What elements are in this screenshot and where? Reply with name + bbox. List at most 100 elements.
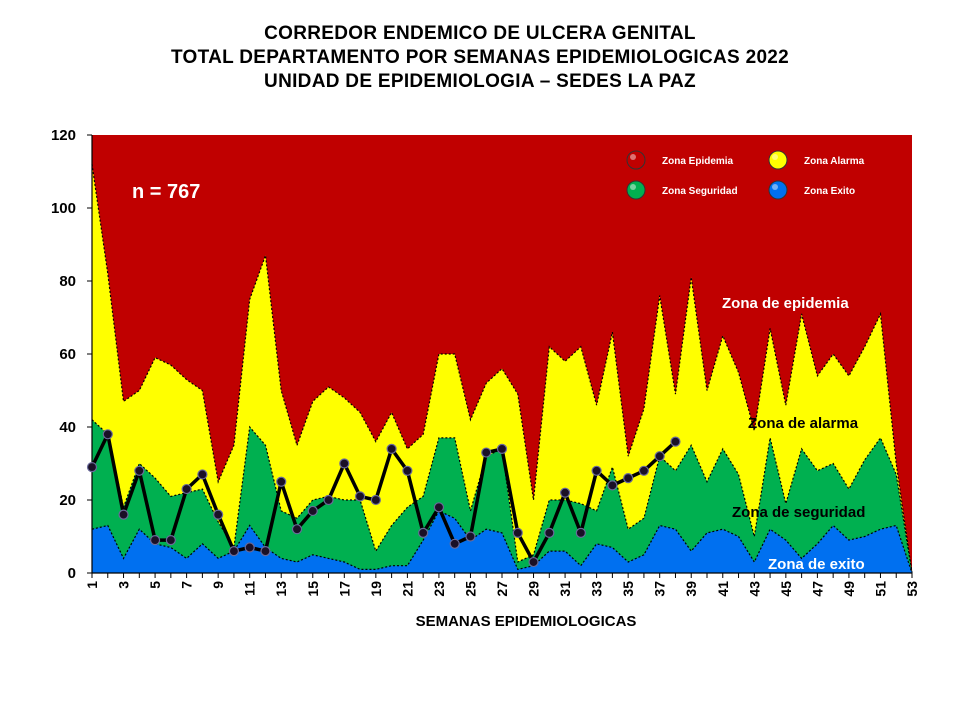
title-line-1: CORREDOR ENDEMICO DE ULCERA GENITAL (264, 23, 696, 44)
x-tick-label: 37 (652, 581, 668, 597)
cases-point (481, 447, 492, 458)
zone-alarma-area-edge (91, 164, 913, 574)
y-tick-label: 40 (59, 419, 76, 436)
cases-point (575, 527, 586, 538)
cases-point (213, 509, 224, 520)
x-tick-label: 29 (526, 581, 542, 597)
cases-point (86, 462, 98, 473)
x-tick-label: 19 (368, 581, 384, 597)
cases-point (134, 465, 145, 476)
x-tick-label: 13 (273, 581, 289, 597)
zone-alarma-area (92, 164, 912, 573)
title-line-3: UNIDAD DE EPIDEMIOLOGIA – SEDES LA PAZ (264, 71, 696, 92)
cases-point (165, 535, 176, 546)
y-tick-label: 80 (59, 273, 76, 290)
y-tick-label: 120 (51, 127, 76, 144)
cases-point (291, 524, 303, 535)
zone-label-epidemia: Zona de epidemia (722, 295, 849, 312)
cases-point (102, 429, 113, 440)
title-line-2: TOTAL DEPARTAMENTO POR SEMANAS EPIDEMIOL… (170, 47, 790, 68)
cases-point (623, 473, 634, 484)
cases-point (307, 505, 318, 517)
x-tick-label: 45 (778, 581, 794, 597)
cases-point (197, 469, 208, 480)
cases-point (354, 491, 366, 502)
legend-marker (626, 150, 646, 170)
x-tick-label: 17 (336, 581, 352, 597)
x-tick-label: 5 (147, 581, 163, 589)
x-axis-title: SEMANAS EPIDEMIOLOGICAS (416, 613, 637, 630)
sample-size-label: n = 767 (132, 181, 200, 203)
legend-label: Zona Seguridad (662, 186, 738, 197)
cases-point (418, 527, 429, 538)
x-tick-label: 39 (683, 581, 699, 597)
x-tick-label: 47 (809, 581, 825, 597)
legend-marker (626, 180, 646, 200)
cases-point (402, 465, 413, 476)
x-tick-label: 25 (462, 581, 478, 597)
cases-point (339, 458, 350, 469)
x-tick-label: 11 (242, 581, 258, 596)
legend-marker-highlight (630, 184, 636, 190)
cases-point (449, 538, 460, 549)
zone-label-exito: Zona de exito (768, 556, 865, 573)
cases-point (528, 556, 539, 568)
y-tick-label: 100 (51, 200, 76, 217)
cases-point (276, 476, 287, 487)
cases-point (370, 494, 381, 506)
x-tick-label: 51 (872, 581, 888, 597)
x-tick-label: 7 (179, 581, 195, 589)
x-tick-label: 53 (904, 581, 920, 597)
cases-point (181, 483, 192, 495)
y-tick-label: 60 (59, 346, 76, 363)
cases-point (607, 480, 618, 491)
cases-point (228, 545, 240, 557)
x-tick-label: 43 (746, 581, 762, 597)
cases-point (654, 451, 665, 462)
legend-label: Zona Epidemia (662, 156, 734, 167)
cases-point (149, 535, 161, 546)
legend-label: Zona Exito (804, 186, 855, 197)
x-tick-label: 23 (431, 581, 447, 597)
x-tick-label: 9 (210, 581, 226, 589)
legend-marker-highlight (772, 184, 778, 190)
x-tick-label: 49 (841, 581, 857, 597)
zone-label-seguridad: Zona de seguridad (732, 504, 865, 521)
legend-label: Zona Alarma (804, 156, 865, 167)
cases-point (433, 502, 445, 513)
cases-point (559, 487, 571, 498)
cases-point (386, 443, 397, 454)
cases-point (591, 465, 602, 476)
zone-label-alarma: Zona de alarma (748, 415, 859, 432)
y-tick-label: 20 (59, 492, 76, 509)
cases-point (244, 542, 255, 553)
x-tick-label: 15 (305, 581, 321, 597)
legend-marker-highlight (772, 154, 778, 160)
chart-title: CORREDOR ENDEMICO DE ULCERA GENITAL TOTA… (0, 22, 960, 94)
cases-point (496, 443, 508, 454)
legend-marker-highlight (630, 154, 636, 160)
cases-point (638, 465, 650, 476)
x-tick-label: 41 (715, 581, 731, 597)
legend-marker (768, 150, 788, 170)
cases-point (512, 527, 523, 538)
cases-point (118, 509, 129, 520)
cases-point (260, 545, 271, 557)
x-tick-label: 21 (399, 581, 415, 597)
cases-point (670, 436, 681, 447)
cases-point (323, 494, 334, 506)
zone-exito-area-edge (91, 510, 913, 574)
x-tick-label: 35 (620, 581, 636, 597)
x-tick-label: 1 (84, 581, 100, 589)
x-tick-label: 31 (557, 581, 573, 597)
y-tick-label: 0 (68, 565, 76, 582)
x-tick-label: 3 (116, 581, 132, 589)
legend-marker (768, 180, 788, 200)
x-tick-label: 27 (494, 581, 510, 597)
cases-point (465, 531, 476, 542)
x-tick-label: 33 (589, 581, 605, 597)
cases-point (544, 527, 555, 538)
zone-exito-area (92, 510, 912, 573)
legend: Zona Epidemia Zona Alarma Zona Seguridad Zo… (626, 150, 865, 200)
